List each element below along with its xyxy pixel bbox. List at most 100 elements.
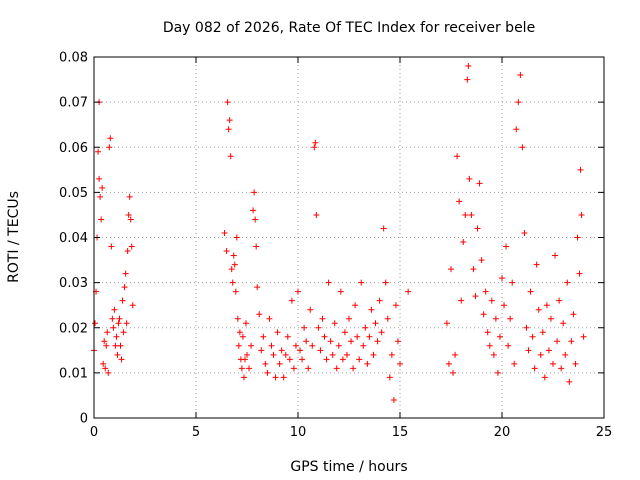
data-point (253, 243, 260, 250)
y-tick-label: 0 (80, 412, 88, 427)
data-points (91, 63, 587, 403)
data-point (321, 333, 328, 340)
data-point (297, 347, 304, 354)
x-tick-label: 10 (290, 425, 307, 440)
data-point (111, 306, 118, 313)
data-point (106, 144, 113, 151)
data-point (384, 315, 391, 322)
data-point (266, 315, 273, 322)
data-point (315, 324, 322, 331)
data-point (466, 175, 473, 182)
data-point (576, 270, 583, 277)
data-point (299, 356, 306, 363)
y-tick-label: 0.07 (59, 96, 88, 111)
data-point (450, 369, 457, 376)
data-point (397, 360, 403, 367)
data-point (252, 216, 259, 223)
data-point (556, 297, 563, 304)
data-point (372, 320, 379, 327)
data-point (484, 329, 491, 336)
data-point (97, 193, 104, 200)
data-point (262, 360, 269, 367)
data-point (577, 166, 584, 173)
data-point (119, 297, 126, 304)
data-point (117, 342, 124, 349)
data-point (115, 320, 122, 327)
data-point (121, 284, 128, 291)
data-point (496, 333, 503, 340)
data-point (543, 302, 550, 309)
y-tick-label: 0.06 (59, 141, 88, 156)
data-point (550, 360, 556, 367)
data-point (290, 365, 297, 372)
data-point (274, 329, 281, 336)
data-point (242, 320, 249, 327)
data-point (234, 315, 241, 322)
data-point (452, 351, 459, 358)
data-point (350, 365, 357, 372)
data-point (533, 261, 540, 268)
data-point (327, 338, 334, 345)
data-point (454, 153, 461, 160)
data-point (280, 374, 287, 381)
data-point (480, 311, 487, 318)
data-point (515, 99, 522, 106)
data-point (312, 139, 319, 146)
data-point (488, 297, 495, 304)
data-point (560, 320, 567, 327)
data-point (270, 351, 277, 358)
data-point (319, 315, 326, 322)
x-axis-ticks: 0 5 10 15 20 25 (90, 57, 612, 440)
data-point (445, 360, 452, 367)
data-point (244, 351, 250, 358)
data-point (527, 288, 534, 295)
data-point (105, 369, 112, 376)
data-point (129, 302, 136, 309)
data-point (460, 239, 467, 246)
data-point (248, 342, 255, 349)
data-point (568, 338, 575, 345)
data-point (120, 329, 127, 336)
data-point (317, 347, 324, 354)
data-point (311, 144, 318, 151)
data-point (580, 333, 587, 340)
data-point (360, 342, 367, 349)
data-point (339, 356, 346, 363)
data-point (102, 365, 109, 372)
data-point (258, 347, 265, 354)
data-point (509, 279, 516, 286)
data-point (127, 216, 134, 223)
data-point (251, 189, 258, 196)
data-point (343, 351, 350, 358)
data-point (570, 311, 577, 318)
x-axis-label: GPS time / hours (290, 459, 407, 475)
data-point (378, 329, 385, 336)
data-point (122, 270, 129, 277)
data-point (554, 338, 561, 345)
data-point (539, 329, 546, 336)
data-point (464, 76, 471, 83)
data-point (284, 333, 291, 340)
data-point (226, 117, 233, 124)
data-point (295, 288, 301, 295)
data-point (224, 99, 231, 106)
data-point (95, 148, 102, 155)
data-point (364, 360, 371, 367)
data-point (126, 193, 133, 200)
data-point (405, 288, 412, 295)
data-point (356, 356, 363, 363)
data-point (490, 351, 497, 358)
data-point (241, 356, 248, 363)
y-axis-ticks: 0 0.01 0.02 0.03 0.04 0.05 0.06 0.07 0.08 (59, 51, 604, 427)
data-point (558, 365, 565, 372)
data-point (104, 329, 111, 336)
data-point (394, 338, 401, 345)
data-point (110, 324, 117, 331)
data-point (125, 211, 132, 218)
data-point (276, 360, 283, 367)
data-point (103, 342, 110, 349)
data-point (521, 229, 528, 236)
data-point (564, 279, 571, 286)
data-point (505, 342, 512, 349)
